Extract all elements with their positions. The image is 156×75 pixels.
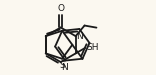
Text: O: O xyxy=(57,4,64,13)
Text: S: S xyxy=(59,61,65,70)
Text: N: N xyxy=(76,32,83,41)
Text: N: N xyxy=(62,63,68,72)
Text: SH: SH xyxy=(87,43,99,52)
